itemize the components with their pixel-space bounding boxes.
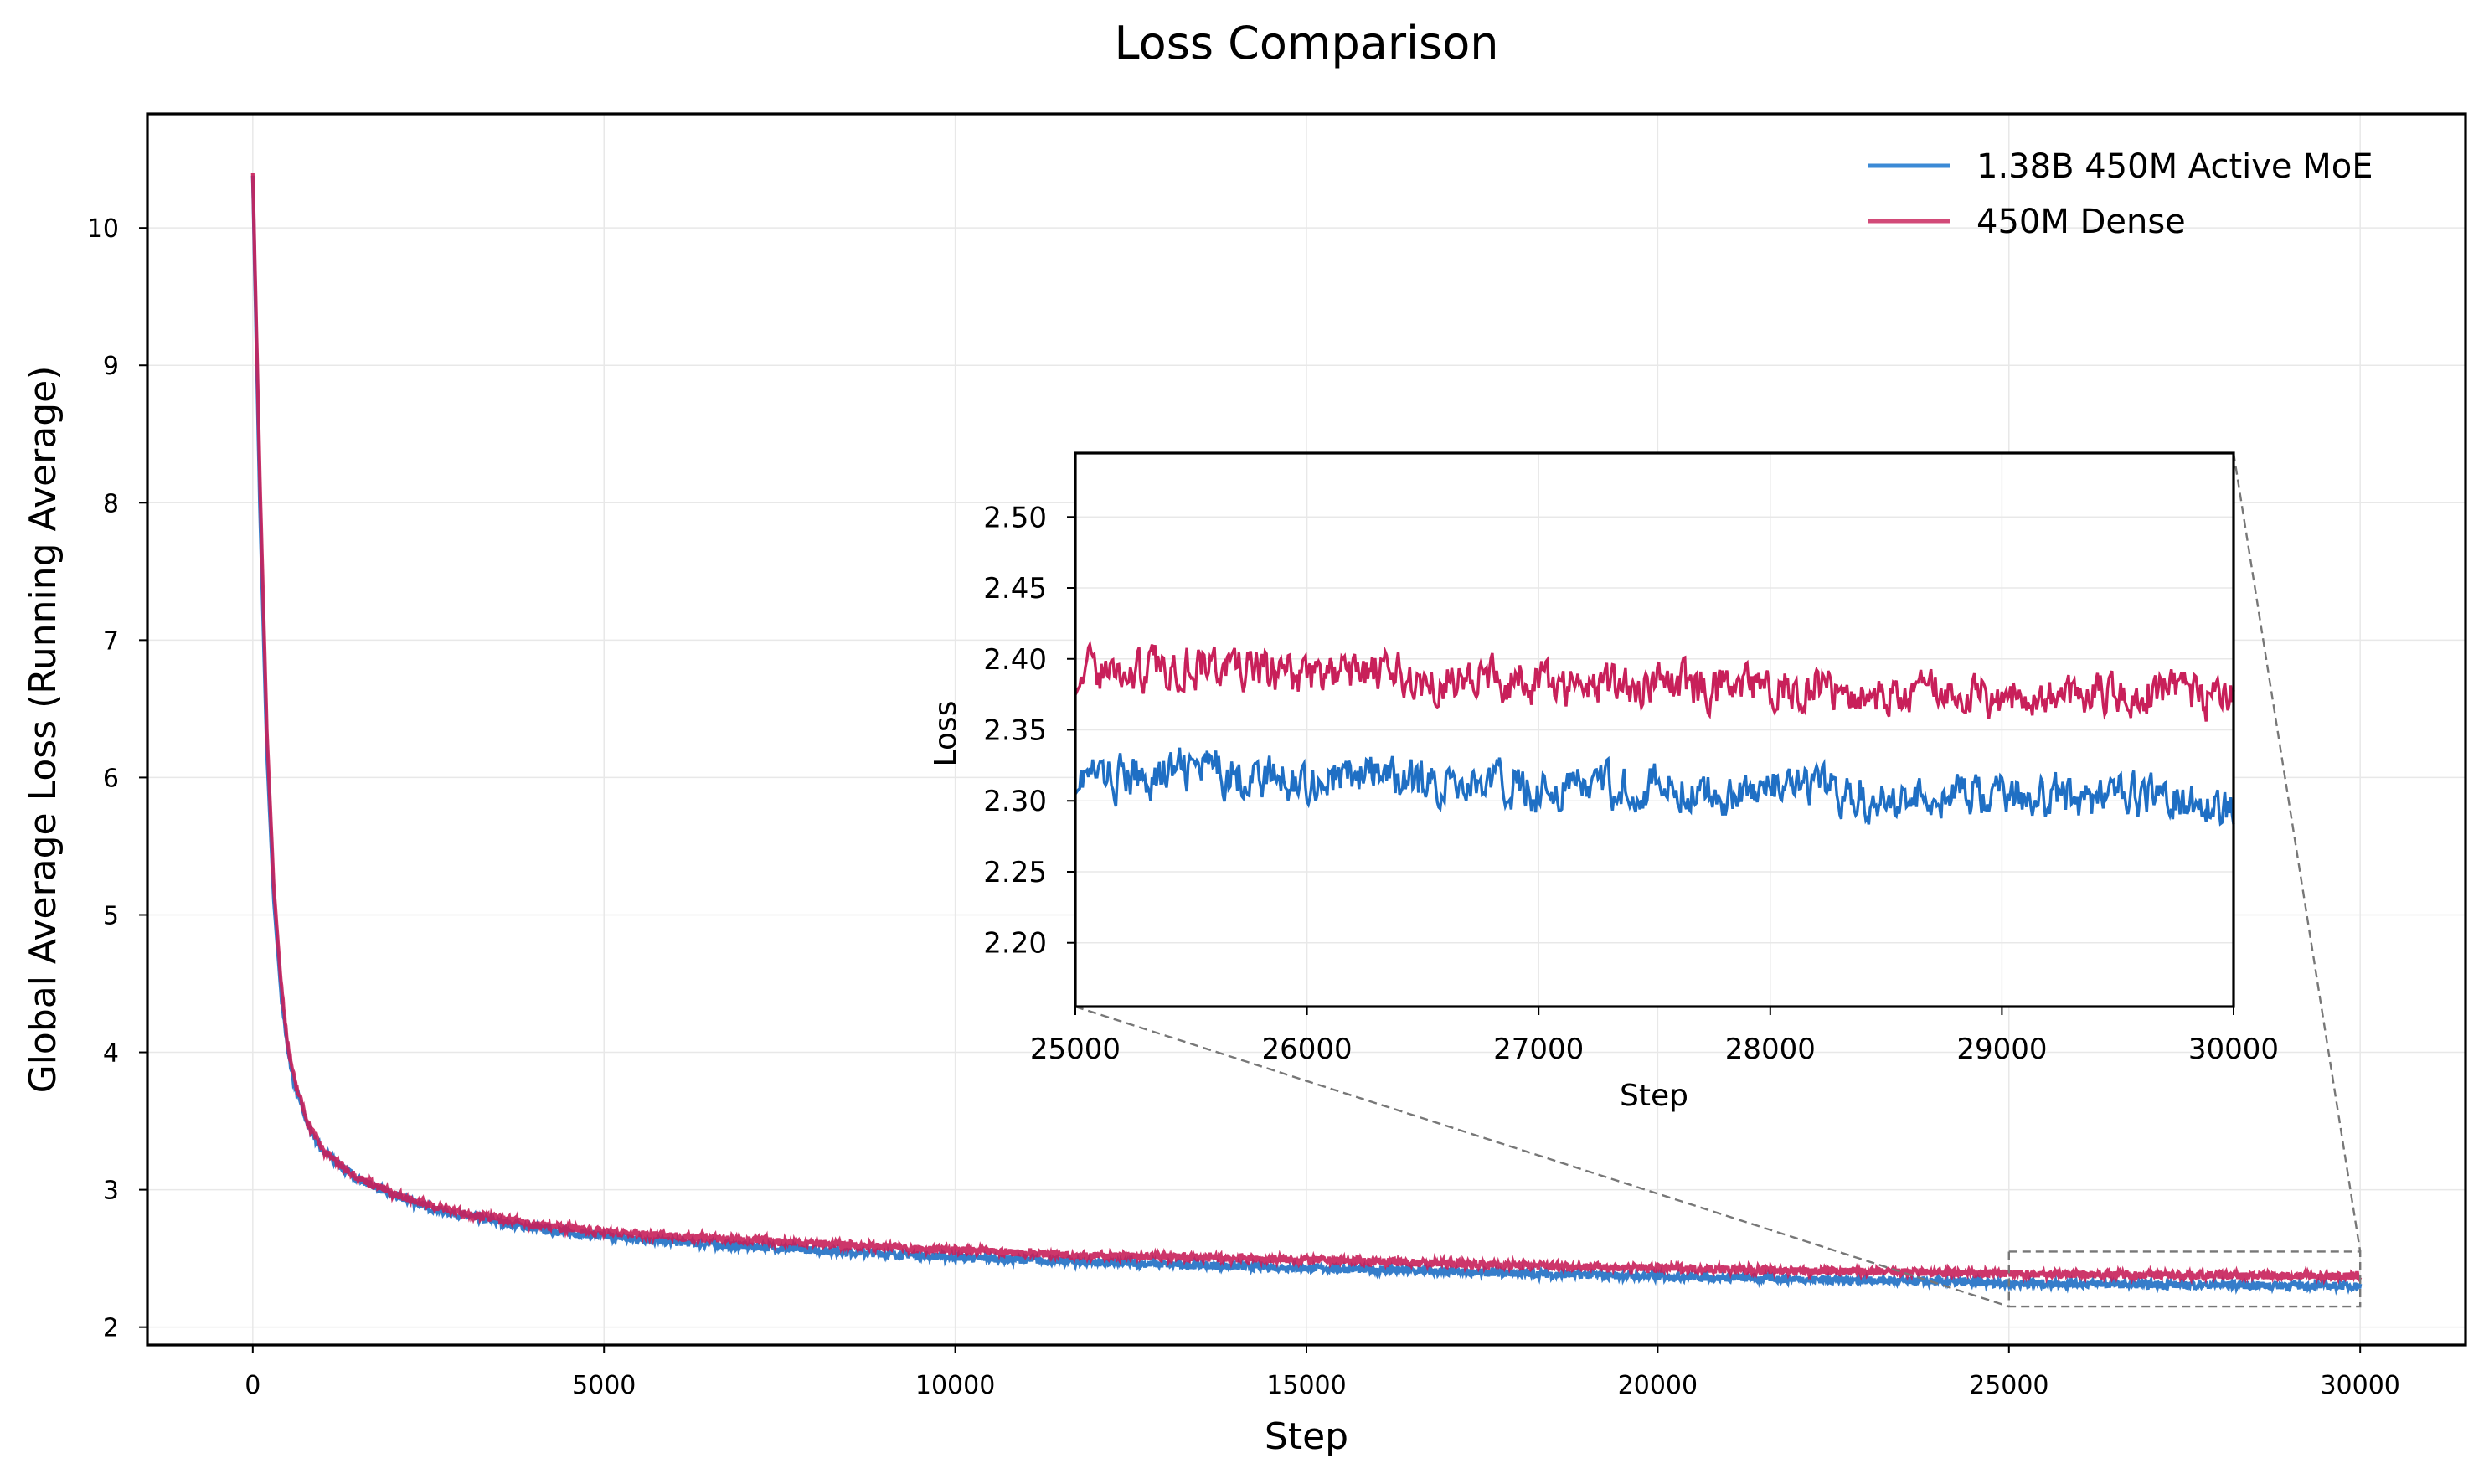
inset-x-axis-label: Step bbox=[1620, 1079, 1688, 1113]
inset-grid bbox=[1074, 453, 2234, 1007]
main-y-tick-label: 3 bbox=[103, 1177, 119, 1206]
inset-y-tick-label: 2.20 bbox=[983, 927, 1047, 961]
main-y-axis-label: Global Average Loss (Running Average) bbox=[22, 366, 64, 1094]
legend: 1.38B 450M Active MoE 450M Dense bbox=[1868, 147, 2373, 241]
inset-x-tick-label: 27000 bbox=[1493, 1033, 1584, 1066]
main-y-tick-label: 4 bbox=[103, 1039, 119, 1069]
zoom-connector-left bbox=[1074, 1005, 2010, 1308]
main-x-tick-label: 0 bbox=[245, 1371, 260, 1400]
legend-label-dense: 450M Dense bbox=[1976, 203, 2186, 241]
main-y-tick-label: 5 bbox=[103, 901, 119, 930]
inset-y-tick-label: 2.45 bbox=[983, 572, 1047, 605]
zoom-region-box bbox=[2007, 1250, 2362, 1308]
main-y-tick-label: 8 bbox=[103, 489, 119, 518]
main-y-tick-label: 2 bbox=[103, 1314, 119, 1343]
inset-y-tick-label: 2.25 bbox=[983, 856, 1047, 889]
inset-ticks: 25000 26000 27000 28000 29000 30000 2.20 2.25 2.… bbox=[983, 501, 2279, 1066]
inset-y-tick-label: 2.35 bbox=[983, 714, 1047, 748]
inset-x-tick-label: 30000 bbox=[2188, 1033, 2279, 1066]
inset-y-tick-label: 2.50 bbox=[983, 501, 1047, 534]
main-ticks: 0 5000 10000 15000 20000 25000 30000 2 3 4 5 6 7 8 9 10 bbox=[87, 214, 2400, 1400]
main-x-tick-label: 15000 bbox=[1266, 1371, 1346, 1400]
main-y-tick-label: 7 bbox=[103, 626, 119, 656]
main-x-tick-label: 5000 bbox=[572, 1371, 636, 1400]
zoom-connector-right bbox=[2232, 452, 2362, 1252]
main-y-tick-label: 6 bbox=[103, 764, 119, 793]
inset-y-tick-label: 2.30 bbox=[983, 785, 1047, 818]
zoom-indicator bbox=[1074, 452, 2362, 1308]
main-x-tick-label: 20000 bbox=[1618, 1371, 1698, 1400]
main-y-tick-label: 9 bbox=[103, 352, 119, 381]
legend-label-moe: 1.38B 450M Active MoE bbox=[1976, 147, 2373, 186]
inset-x-tick-label: 26000 bbox=[1262, 1033, 1353, 1066]
inset-x-tick-label: 25000 bbox=[1030, 1033, 1121, 1066]
inset-series bbox=[1074, 640, 2235, 827]
inset-series-line-moe bbox=[1074, 747, 2235, 827]
inset-y-tick-label: 2.40 bbox=[983, 643, 1047, 677]
main-x-tick-label: 30000 bbox=[2320, 1371, 2399, 1400]
inset-series-line-dense bbox=[1074, 640, 2235, 722]
chart-title: Loss Comparison bbox=[1115, 17, 1499, 70]
inset-x-tick-label: 29000 bbox=[1956, 1033, 2047, 1066]
inset-y-axis-label: Loss bbox=[929, 701, 963, 767]
main-x-tick-label: 10000 bbox=[915, 1371, 995, 1400]
main-x-tick-label: 25000 bbox=[1969, 1371, 2048, 1400]
main-x-axis-label: Step bbox=[1265, 1415, 1348, 1458]
main-y-tick-label: 10 bbox=[87, 214, 119, 244]
inset-x-tick-label: 28000 bbox=[1725, 1033, 1816, 1066]
